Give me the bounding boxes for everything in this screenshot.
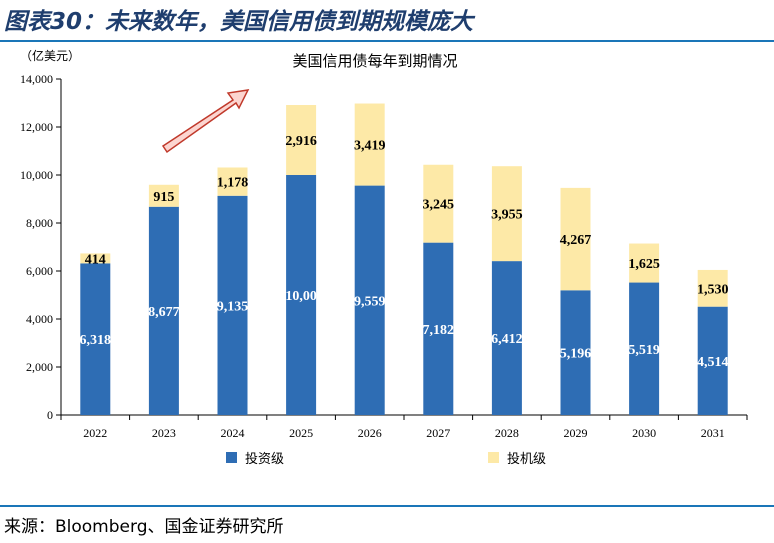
y-tick-label: 14,000 — [20, 72, 53, 86]
bar-high-yield — [423, 164, 454, 243]
data-label-high-yield: 1,530 — [697, 282, 729, 297]
data-label-high-yield: 414 — [85, 252, 106, 267]
data-label-high-yield: 1,625 — [628, 257, 660, 272]
data-label-high-yield: 3,955 — [491, 208, 523, 223]
bars: 6,318 414 8,677 915 9,135 1,178 10,00 2,916 9,55… — [80, 103, 729, 415]
bar-high-yield — [697, 269, 728, 307]
legend-swatch-investment-grade — [226, 452, 237, 463]
x-tick-label: 2026 — [358, 426, 382, 440]
data-label-investment-grade: 5,519 — [628, 343, 660, 358]
data-label-investment-grade: 8,677 — [148, 305, 180, 320]
bar-chart: （亿美元） 美国信用债每年到期情况 0 2,000 4,000 6,000 8,000 1… — [20, 48, 748, 467]
data-label-high-yield: 4,267 — [560, 233, 592, 248]
bar-investment-grade — [491, 261, 522, 415]
bar-investment-grade — [423, 242, 454, 415]
x-tick-label: 2027 — [426, 426, 450, 440]
x-tick-label: 2023 — [152, 426, 176, 440]
data-label-investment-grade: 7,182 — [423, 323, 455, 338]
data-label-investment-grade: 4,514 — [697, 355, 729, 370]
y-tick-label: 2,000 — [26, 360, 53, 374]
y-axis: 0 2,000 4,000 6,000 8,000 10,000 12,000 14,000 — [20, 72, 62, 422]
data-label-high-yield: 915 — [153, 190, 174, 205]
y-tick-label: 6,000 — [26, 264, 53, 278]
y-tick-label: 8,000 — [26, 216, 53, 230]
top-rule — [0, 40, 774, 42]
legend-swatch-high-yield — [488, 452, 499, 463]
bar-investment-grade — [217, 195, 248, 415]
x-tick-label: 2028 — [495, 426, 519, 440]
bar-investment-grade — [354, 185, 385, 415]
data-label-investment-grade: 5,196 — [560, 347, 592, 362]
y-tick-label: 12,000 — [20, 120, 53, 134]
bar-high-yield — [560, 187, 591, 291]
x-tick-label: 2022 — [83, 426, 107, 440]
bar-high-yield — [80, 253, 111, 264]
x-axis: 2022 2023 2024 2025 2026 2027 2028 2029 2030 2031 — [60, 414, 748, 440]
bar-high-yield — [217, 167, 248, 196]
bottom-rule — [0, 505, 774, 507]
y-tick-label: 0 — [47, 408, 53, 422]
source-note: 来源：Bloomberg、国金证券研究所 — [4, 517, 284, 537]
trend-arrow — [161, 89, 250, 154]
data-label-high-yield: 3,419 — [354, 139, 386, 154]
bar-investment-grade — [286, 175, 317, 415]
bar-high-yield — [629, 243, 660, 283]
x-tick-label: 2024 — [221, 426, 245, 440]
x-tick-label: 2029 — [564, 426, 588, 440]
data-label-investment-grade: 6,412 — [491, 332, 523, 347]
legend-label-investment-grade: 投资级 — [245, 451, 284, 467]
chart-title: 美国信用债每年到期情况 — [292, 52, 457, 70]
x-tick-label: 2030 — [632, 426, 656, 440]
y-tick-label: 4,000 — [26, 312, 53, 326]
x-tick-label: 2025 — [289, 426, 313, 440]
bar-investment-grade — [560, 290, 591, 415]
x-tick-label: 2031 — [701, 426, 725, 440]
y-tick-label: 10,000 — [20, 168, 53, 182]
bar-high-yield — [491, 166, 522, 262]
bar-investment-grade — [629, 282, 660, 415]
bar-investment-grade — [697, 306, 728, 415]
bar-high-yield — [354, 103, 385, 186]
legend-label-high-yield: 投机级 — [507, 451, 546, 467]
trend-arrow-shape — [161, 89, 250, 154]
data-label-high-yield: 1,178 — [217, 176, 249, 191]
data-label-investment-grade: 6,318 — [80, 333, 112, 348]
legend: 投资级 投机级 — [226, 451, 546, 467]
figure-title: 图表30：未来数年，美国信用债到期规模庞大 — [4, 9, 474, 35]
data-label-high-yield: 2,916 — [285, 134, 317, 149]
bar-high-yield — [148, 184, 179, 207]
data-label-high-yield: 3,245 — [423, 198, 455, 213]
bar-high-yield — [286, 105, 317, 175]
data-label-investment-grade: 9,559 — [354, 294, 386, 309]
bar-investment-grade — [148, 206, 179, 415]
data-label-investment-grade: 9,135 — [217, 299, 249, 314]
bar-investment-grade — [80, 263, 111, 415]
data-label-investment-grade: 10,00 — [285, 289, 317, 304]
y-axis-unit-label: （亿美元） — [20, 48, 80, 63]
